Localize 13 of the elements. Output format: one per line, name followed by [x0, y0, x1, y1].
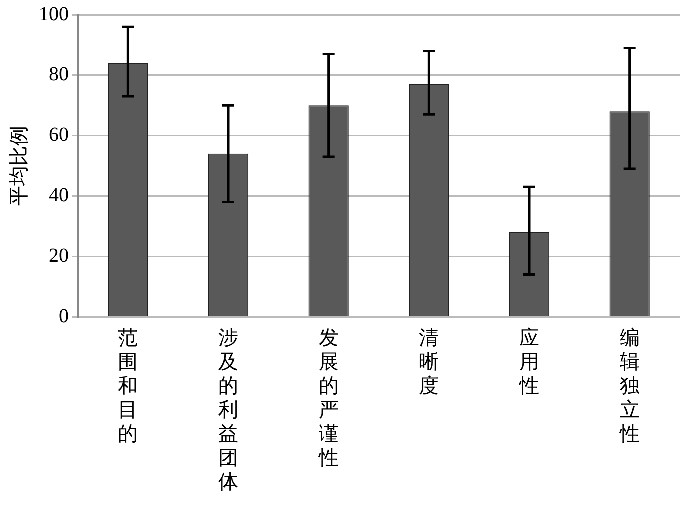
- x-tick-label: 清晰度: [419, 327, 440, 398]
- x-tick-label: 编辑独立性: [618, 327, 640, 446]
- y-axis-title: 平均比例: [8, 126, 30, 206]
- y-tick-label: 80: [49, 64, 69, 86]
- y-tick-label: 40: [49, 184, 69, 206]
- y-tick-label: 20: [49, 244, 69, 267]
- x-tick-label: 应用性: [518, 327, 540, 398]
- x-tick-label: 发展的严谨性: [318, 327, 339, 470]
- y-tick-label: 60: [49, 124, 69, 146]
- x-tick-label: 涉及的利益团体: [218, 327, 238, 494]
- x-tick-label: 范围和目的: [118, 327, 138, 446]
- y-tick-label: 100: [39, 3, 69, 26]
- y-tick-label: 0: [59, 305, 69, 328]
